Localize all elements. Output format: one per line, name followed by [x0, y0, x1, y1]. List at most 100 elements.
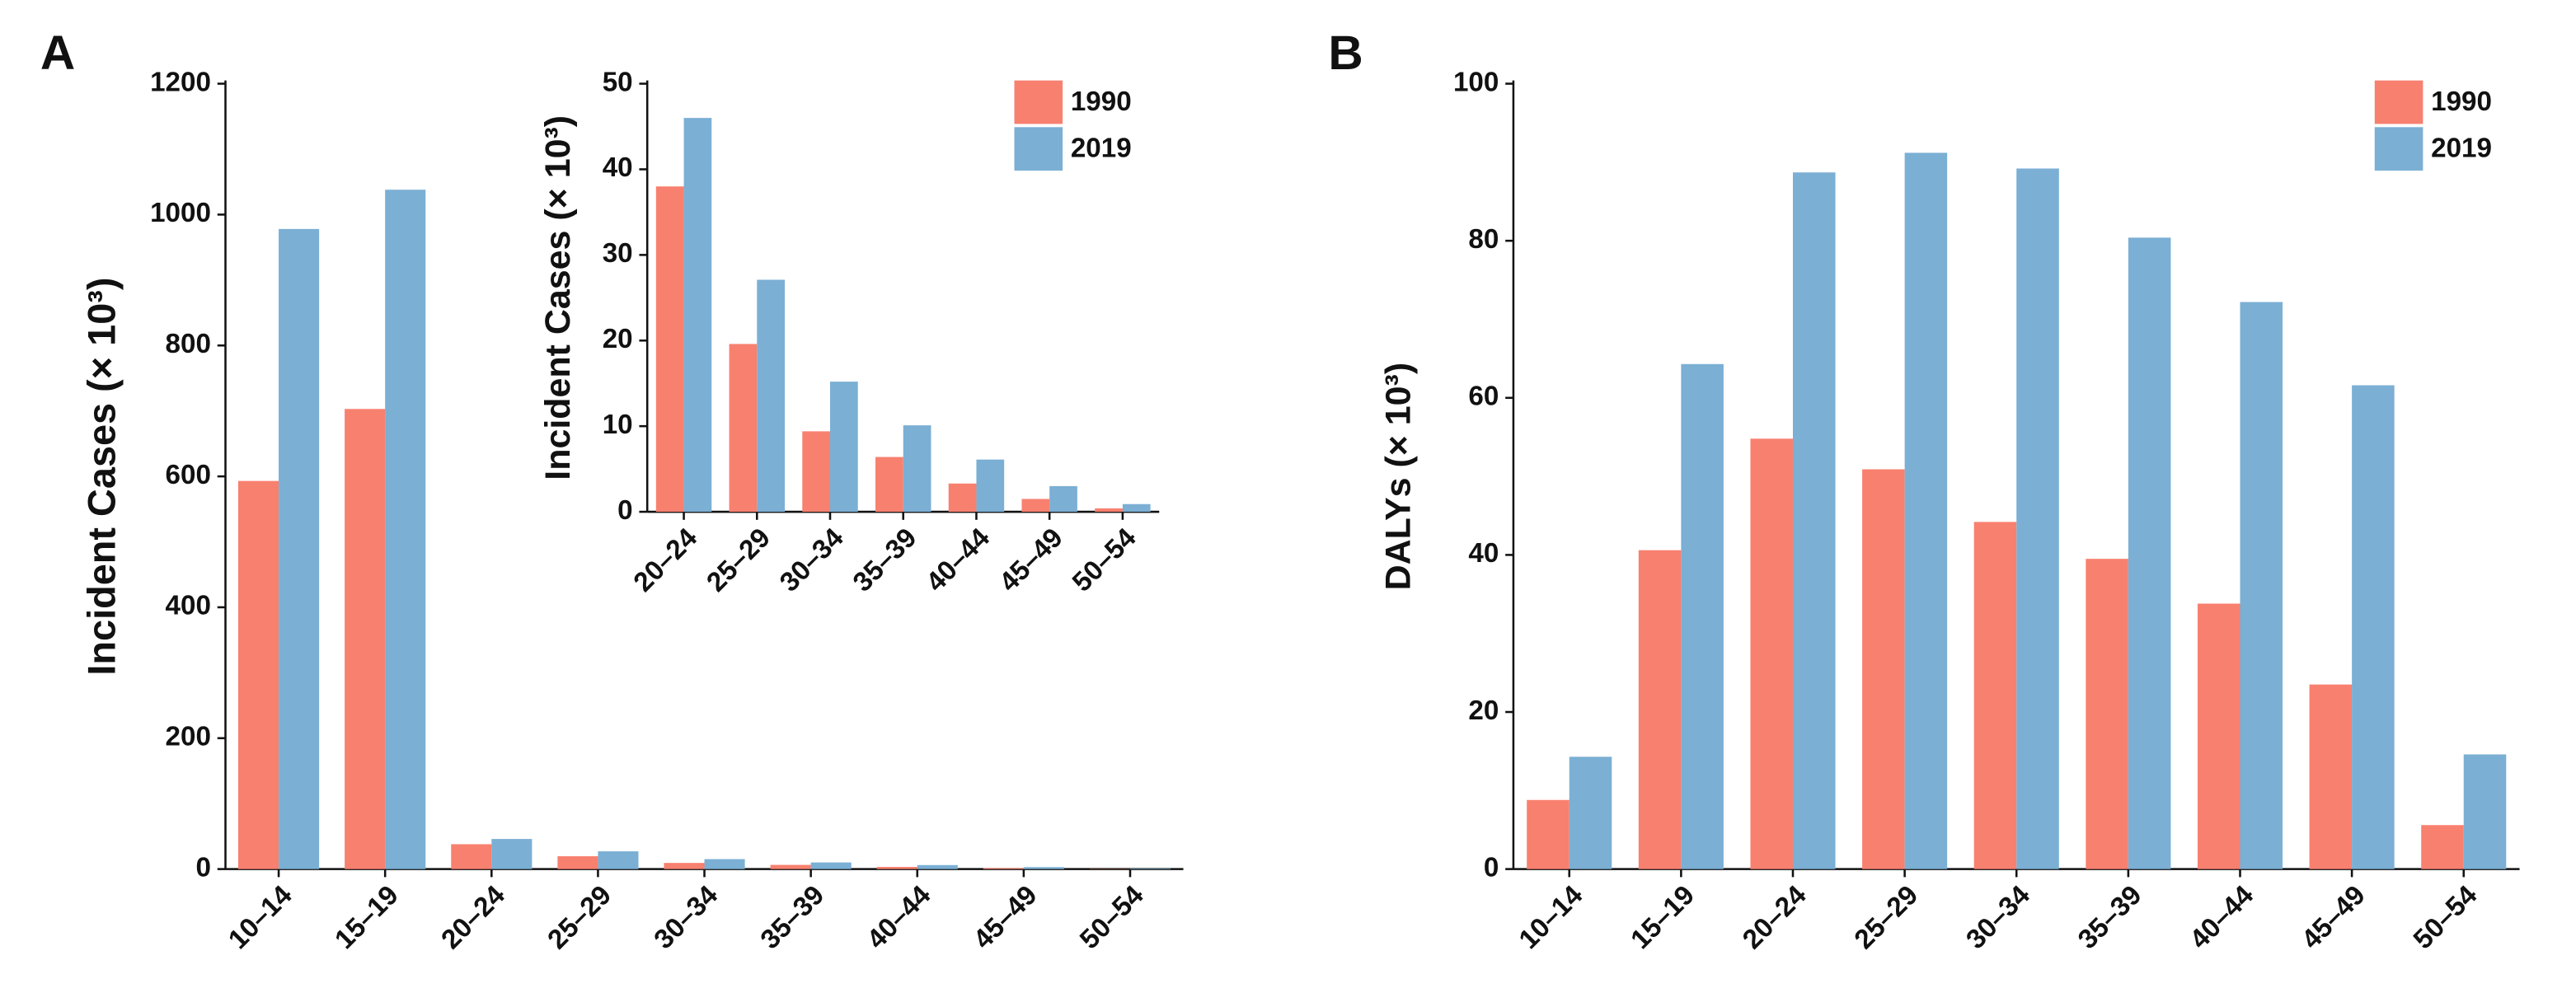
x-tick-label: 30–34	[1960, 879, 2036, 955]
bar	[948, 483, 977, 513]
legend-label: 2019	[2431, 133, 2492, 163]
bar	[1862, 469, 1905, 869]
y-tick-label: 1000	[150, 198, 211, 228]
x-tick-label: 25–29	[701, 522, 776, 597]
y-tick-label: 800	[166, 329, 211, 359]
legend-swatch	[1014, 80, 1063, 124]
bar	[770, 864, 811, 869]
y-axis-label: Incident Cases (× 10³)	[80, 278, 123, 676]
bar	[729, 344, 758, 513]
bar	[451, 844, 492, 869]
legend-swatch	[1014, 127, 1063, 171]
y-tick-label: 50	[603, 67, 633, 97]
x-tick-label: 20–24	[628, 522, 704, 598]
bar	[1095, 508, 1123, 513]
bar	[802, 431, 831, 513]
bar	[810, 862, 852, 869]
legend-label: 1990	[2431, 87, 2492, 117]
x-tick-label: 25–29	[1849, 880, 1924, 955]
x-tick-label: 45–49	[993, 522, 1068, 597]
x-tick-label: 15–19	[329, 880, 404, 955]
bar	[664, 863, 705, 869]
bar	[1681, 363, 1724, 869]
y-tick-label: 40	[603, 152, 633, 183]
bar	[903, 425, 931, 513]
legend-label: 2019	[1071, 133, 1132, 163]
x-tick-label: 20–24	[1737, 879, 1813, 955]
legend-label: 1990	[1071, 87, 1132, 117]
bar	[2086, 559, 2128, 869]
bar	[875, 457, 903, 513]
y-tick-label: 400	[166, 591, 211, 621]
x-tick-label: 10–14	[1513, 879, 1589, 955]
x-tick-label: 35–39	[847, 522, 922, 597]
x-tick-label: 30–34	[774, 522, 850, 598]
bar	[2421, 825, 2464, 869]
bar	[704, 859, 745, 869]
bar	[2197, 603, 2241, 869]
bar	[1750, 438, 1793, 869]
x-tick-label: 40–44	[921, 522, 997, 598]
bar	[655, 186, 684, 513]
bar	[917, 864, 958, 869]
y-tick-label: 40	[1468, 538, 1499, 569]
y-tick-label: 600	[166, 460, 211, 490]
y-tick-label: 200	[166, 722, 211, 752]
bar	[976, 459, 1005, 513]
bar	[385, 190, 426, 869]
bar	[2309, 684, 2353, 869]
bar	[2128, 237, 2171, 869]
x-tick-label: 35–39	[2072, 880, 2147, 955]
x-tick-label: 50–54	[2408, 879, 2484, 955]
bar	[2463, 754, 2507, 869]
y-tick-label: 0	[1484, 852, 1499, 883]
bar	[1638, 550, 1682, 869]
bar	[598, 851, 639, 869]
bar	[1973, 522, 2017, 869]
bar	[1021, 499, 1050, 513]
bar	[1122, 504, 1151, 513]
x-tick-label: 20–24	[435, 879, 511, 955]
bar	[491, 839, 533, 869]
x-tick-label: 45–49	[968, 880, 1043, 955]
y-tick-label: 20	[603, 324, 633, 354]
legend-swatch	[2374, 80, 2424, 124]
bar	[1904, 152, 1948, 869]
y-tick-label: 30	[603, 238, 633, 269]
y-axis-label: DALYs (× 10³)	[1379, 363, 1419, 591]
legend-swatch	[2374, 127, 2424, 171]
x-tick-label: 25–29	[542, 880, 617, 955]
bar	[876, 867, 917, 869]
x-tick-label: 10–14	[223, 879, 298, 955]
bar	[557, 856, 598, 869]
bar	[757, 279, 785, 513]
bar	[345, 409, 386, 869]
y-tick-label: 80	[1468, 224, 1499, 255]
x-tick-label: 15–19	[1626, 880, 1701, 955]
bar	[683, 118, 712, 513]
y-tick-label: 0	[195, 852, 210, 883]
x-tick-label: 40–44	[861, 879, 937, 955]
bar	[1023, 867, 1064, 869]
y-axis-label: Incident Cases (× 10³)	[538, 115, 578, 480]
x-tick-label: 35–39	[755, 880, 830, 955]
y-tick-label: 100	[1453, 67, 1499, 97]
panel-label: A	[40, 26, 75, 80]
bar	[279, 228, 320, 869]
x-tick-label: 30–34	[649, 879, 725, 955]
bar	[2016, 168, 2059, 869]
bar	[1527, 799, 1570, 869]
y-tick-label: 10	[603, 410, 633, 440]
y-tick-label: 20	[1468, 696, 1499, 726]
x-tick-label: 45–49	[2296, 880, 2371, 955]
y-tick-label: 1200	[150, 67, 211, 97]
panel-label: B	[1328, 26, 1363, 80]
x-tick-label: 40–44	[2184, 879, 2260, 955]
bar	[2240, 302, 2283, 869]
y-tick-label: 60	[1468, 382, 1499, 412]
bar	[1569, 756, 1612, 869]
bar	[1049, 485, 1077, 513]
bar	[238, 480, 279, 869]
x-tick-label: 50–54	[1067, 522, 1143, 598]
